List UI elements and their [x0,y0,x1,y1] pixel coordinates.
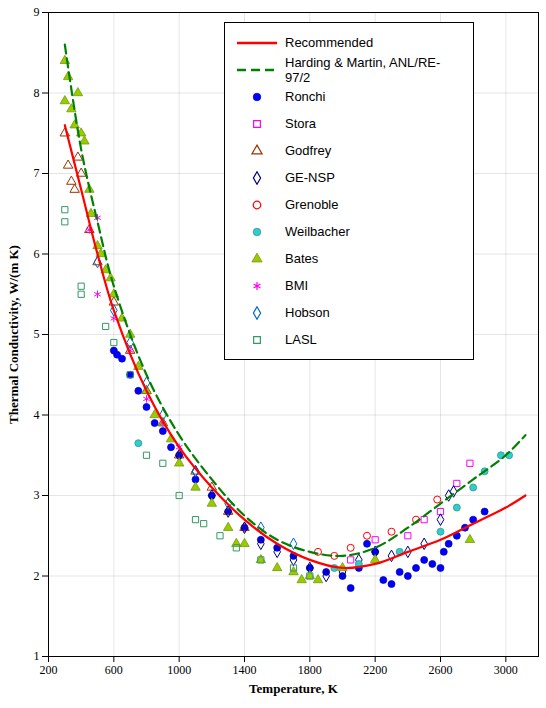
svg-text:1400: 1400 [233,663,257,677]
html-text:Bates: Bates [285,251,319,266]
html-text:Ronchi: Ronchi [285,89,326,104]
html-text:Stora: Stora [285,116,317,131]
svg-text:9: 9 [34,5,40,19]
svg-text:Thermal Conductivity, W/(m K): Thermal Conductivity, W/(m K) [6,245,21,424]
html-text:LASL: LASL [285,332,317,347]
svg-text:3000: 3000 [494,663,518,677]
svg-text:4: 4 [34,408,40,422]
svg-text:Temperature, K: Temperature, K [249,681,339,696]
svg-text:7: 7 [34,166,40,180]
svg-text:1800: 1800 [298,663,322,677]
html-text:Hobson: Hobson [285,305,330,320]
svg-text:200: 200 [40,663,58,677]
svg-text:3: 3 [34,488,40,502]
html-text:GE-NSP: GE-NSP [285,170,335,185]
html-text:Grenoble: Grenoble [285,197,339,212]
svg-text:2: 2 [34,569,40,583]
svg-text:5: 5 [34,327,40,341]
html-text:Godfrey: Godfrey [285,143,332,158]
html-text:BMI: BMI [285,278,309,293]
svg-text:1: 1 [34,649,40,663]
html-text:Harding & Martin, ANL/RE-97/2: Harding & Martin, ANL/RE-97/2 [285,54,441,85]
svg-text:600: 600 [105,663,123,677]
svg-text:2200: 2200 [363,663,387,677]
svg-text:1000: 1000 [167,663,191,677]
html-text:Recommended: Recommended [285,35,374,50]
svg-text:6: 6 [34,247,40,261]
svg-text:8: 8 [34,86,40,100]
html-text:Weilbacher: Weilbacher [285,224,350,239]
svg-text:2600: 2600 [429,663,453,677]
